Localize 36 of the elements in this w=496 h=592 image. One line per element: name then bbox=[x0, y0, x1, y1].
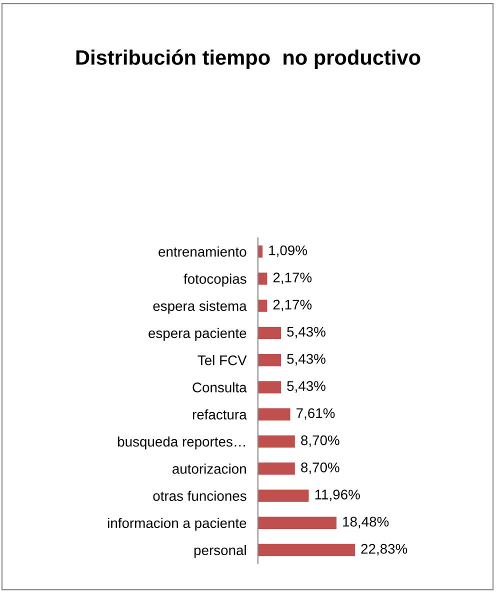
bar bbox=[258, 326, 281, 340]
data-label: 5,43% bbox=[287, 354, 326, 366]
chart-title: Distribución tiempo no productivo bbox=[76, 49, 420, 69]
data-label: 5,43% bbox=[287, 381, 326, 393]
y-tick-label: espera sistema bbox=[153, 300, 247, 314]
bar bbox=[258, 516, 336, 529]
y-tick-label: Consulta bbox=[192, 382, 247, 392]
bar bbox=[258, 381, 281, 394]
data-label: 2,17% bbox=[273, 272, 312, 284]
bar bbox=[258, 462, 295, 475]
data-label: 18,48% bbox=[343, 516, 389, 528]
bar bbox=[258, 544, 355, 556]
y-tick-label: autorizacion bbox=[172, 464, 246, 474]
data-label: 8,70% bbox=[301, 435, 340, 447]
bar bbox=[258, 435, 295, 448]
bar bbox=[258, 490, 309, 502]
y-tick-label: informacion a paciente bbox=[108, 518, 246, 531]
bar bbox=[258, 300, 268, 312]
bar bbox=[258, 408, 290, 420]
data-label: 8,70% bbox=[301, 462, 340, 474]
data-label: 5,43% bbox=[287, 326, 326, 338]
data-label: 22,83% bbox=[361, 544, 408, 556]
data-label: 11,96% bbox=[315, 490, 360, 502]
bar bbox=[258, 354, 281, 366]
data-label: 7,61% bbox=[296, 408, 335, 420]
y-tick-label: otras funciones bbox=[153, 490, 246, 501]
y-tick-label: fotocopias bbox=[184, 274, 246, 287]
data-label: 2,17% bbox=[273, 300, 312, 312]
y-tick-label: personal bbox=[194, 544, 246, 558]
y-tick-label: espera paciente bbox=[148, 328, 246, 341]
data-label: 1,09% bbox=[269, 245, 307, 257]
y-tick-label: refactura bbox=[192, 409, 247, 420]
bar bbox=[258, 272, 268, 285]
y-tick-label: entrenamiento bbox=[158, 246, 246, 257]
y-tick-label: Tel FCV bbox=[198, 355, 247, 366]
y-tick-label: busqueda reportes… bbox=[118, 436, 245, 450]
